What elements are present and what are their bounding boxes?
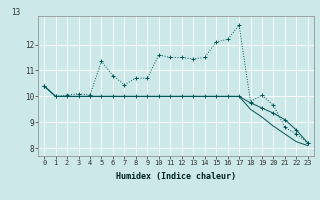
X-axis label: Humidex (Indice chaleur): Humidex (Indice chaleur) bbox=[116, 172, 236, 181]
Text: 13: 13 bbox=[11, 8, 20, 17]
